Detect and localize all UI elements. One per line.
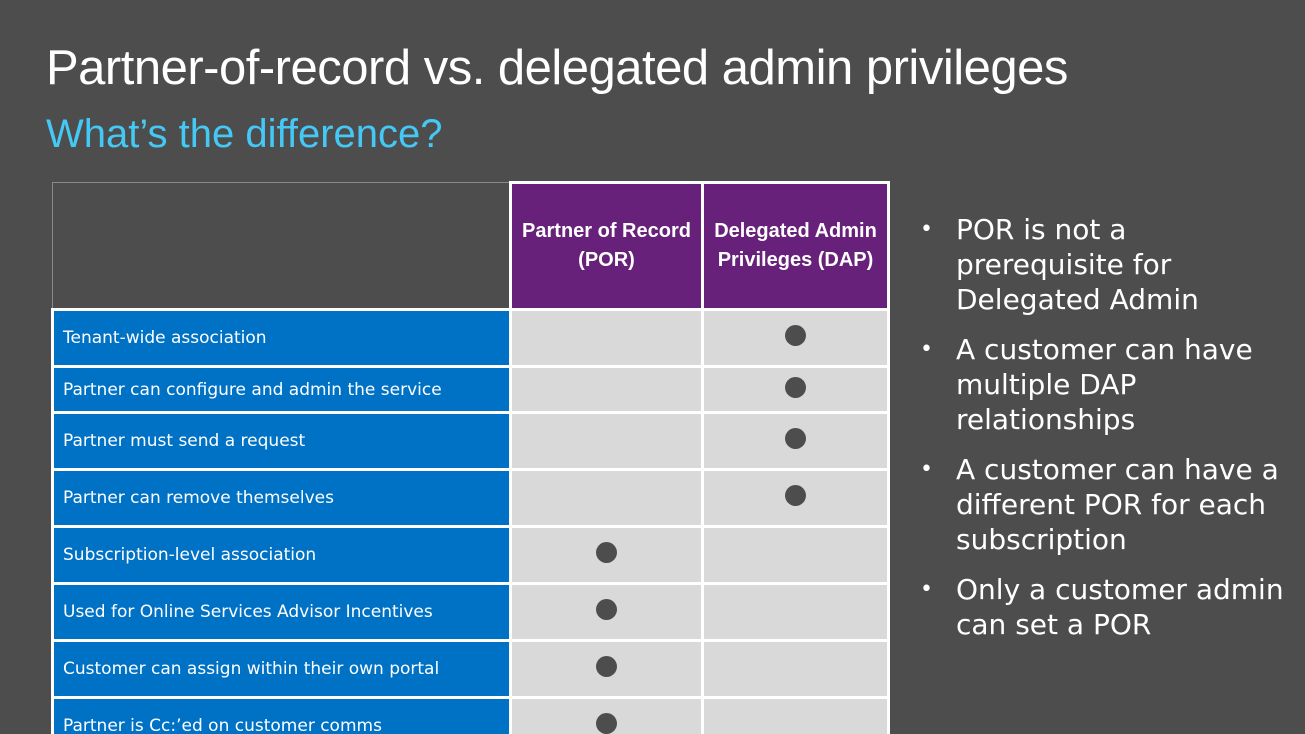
filled-circle-icon	[596, 542, 617, 563]
table-row: Partner must send a request	[51, 411, 890, 471]
comparison-table-container: Partner of Record (POR) Delegated Admin …	[51, 181, 890, 734]
bullet-item: • Only a customer admin can set a POR	[916, 572, 1296, 642]
table-row: Tenant-wide association	[51, 308, 890, 368]
mark-cell-dap	[701, 525, 890, 585]
mark-cell-por	[509, 308, 704, 368]
table-row: Partner can remove themselves	[51, 468, 890, 528]
bullet-item: • A customer can have a different POR for…	[916, 452, 1296, 557]
mark-cell-dap	[701, 365, 890, 414]
filled-circle-icon	[596, 656, 617, 677]
comparison-table: Partner of Record (POR) Delegated Admin …	[51, 181, 890, 734]
filled-circle-icon	[596, 599, 617, 620]
feature-label-cell: Customer can assign within their own por…	[51, 639, 512, 699]
feature-label-cell: Tenant-wide association	[51, 308, 512, 368]
feature-label-cell: Subscription-level association	[51, 525, 512, 585]
filled-circle-icon	[785, 376, 806, 398]
table-row: Customer can assign within their own por…	[51, 639, 890, 699]
filled-circle-icon	[596, 713, 617, 734]
mark-cell-dap	[701, 411, 890, 471]
bullet-dot-icon: •	[920, 217, 933, 242]
table-corner-cell	[52, 182, 512, 311]
table-row: Subscription-level association	[51, 525, 890, 585]
mark-cell-por	[509, 582, 704, 642]
table-row: Partner is Cc:’ed on customer comms	[51, 696, 890, 734]
feature-label-cell: Partner is Cc:’ed on customer comms	[51, 696, 512, 734]
filled-circle-icon	[785, 325, 806, 346]
bullet-list: • POR is not a prerequisite for Delegated…	[916, 212, 1296, 657]
table-body: Tenant-wide association Partner can confi…	[51, 308, 890, 734]
table-row: Used for Online Services Advisor Incenti…	[51, 582, 890, 642]
bullet-text: A customer can have multiple DAP relatio…	[956, 333, 1253, 436]
bullet-dot-icon: •	[920, 577, 933, 602]
bullet-item: • POR is not a prerequisite for Delegated…	[916, 212, 1296, 317]
mark-cell-por	[509, 639, 704, 699]
bullet-text: Only a customer admin can set a POR	[956, 573, 1284, 641]
feature-label-cell: Partner must send a request	[51, 411, 512, 471]
feature-label-cell: Partner can configure and admin the serv…	[51, 365, 512, 414]
column-header-por: Partner of Record (POR)	[509, 181, 704, 311]
bullet-text: A customer can have a different POR for …	[956, 453, 1279, 556]
feature-label-cell: Used for Online Services Advisor Incenti…	[51, 582, 512, 642]
mark-cell-por	[509, 525, 704, 585]
slide-title: Partner-of-record vs. delegated admin pr…	[46, 41, 1068, 95]
bullet-dot-icon: •	[920, 457, 933, 482]
mark-cell-dap	[701, 468, 890, 528]
mark-cell-dap	[701, 582, 890, 642]
table-row: Partner can configure and admin the serv…	[51, 365, 890, 414]
table-header-row: Partner of Record (POR) Delegated Admin …	[52, 181, 890, 311]
column-header-dap: Delegated Admin Privileges (DAP)	[701, 181, 890, 311]
feature-label-cell: Partner can remove themselves	[51, 468, 512, 528]
bullet-dot-icon: •	[920, 337, 933, 362]
mark-cell-dap	[701, 696, 890, 734]
bullet-text: POR is not a prerequisite for Delegated …	[956, 213, 1199, 316]
mark-cell-por	[509, 696, 704, 734]
slide-subtitle: What’s the difference?	[46, 112, 443, 156]
mark-cell-por	[509, 365, 704, 414]
mark-cell-dap	[701, 639, 890, 699]
bullet-item: • A customer can have multiple DAP relati…	[916, 332, 1296, 437]
filled-circle-icon	[785, 485, 806, 506]
mark-cell-por	[509, 468, 704, 528]
mark-cell-dap	[701, 308, 890, 368]
filled-circle-icon	[785, 428, 806, 449]
mark-cell-por	[509, 411, 704, 471]
